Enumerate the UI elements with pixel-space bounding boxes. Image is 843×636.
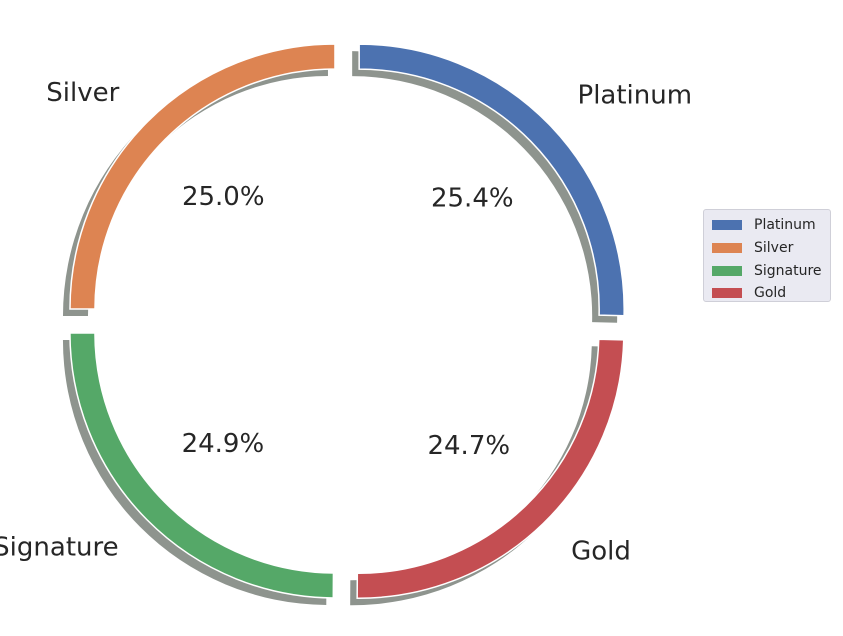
pct-label-platinum: 25.4% — [431, 183, 514, 213]
slice-silver — [69, 43, 336, 310]
legend-item-silver: Silver — [712, 237, 830, 260]
slice-shadow-signature — [62, 339, 327, 605]
slice-label-silver: Silver — [46, 78, 119, 108]
legend-swatch-gold — [712, 288, 742, 299]
legend-swatch-silver — [712, 243, 742, 254]
legend-label-platinum: Platinum — [754, 217, 816, 234]
pct-label-signature: 24.9% — [182, 429, 265, 459]
legend-item-gold: Gold — [712, 282, 830, 305]
slice-platinum — [358, 43, 625, 317]
slice-label-gold: Gold — [571, 537, 631, 567]
slice-label-platinum: Platinum — [578, 81, 693, 111]
slice-shadow-platinum — [352, 51, 618, 323]
legend-swatch-platinum — [712, 220, 742, 231]
pct-label-gold: 24.7% — [427, 431, 510, 461]
legend-swatch-signature — [712, 265, 742, 276]
legend-item-platinum: Platinum — [712, 214, 830, 237]
slice-signature — [69, 332, 335, 599]
legend-label-silver: Silver — [754, 240, 794, 257]
slice-label-signature: Signature — [0, 532, 119, 562]
pct-label-silver: 25.0% — [182, 182, 265, 212]
legend: Platinum Silver Signature Gold — [703, 209, 831, 302]
legend-label-gold: Gold — [754, 285, 787, 302]
legend-item-signature: Signature — [712, 259, 830, 282]
slice-gold — [356, 338, 625, 599]
legend-label-signature: Signature — [754, 262, 822, 279]
